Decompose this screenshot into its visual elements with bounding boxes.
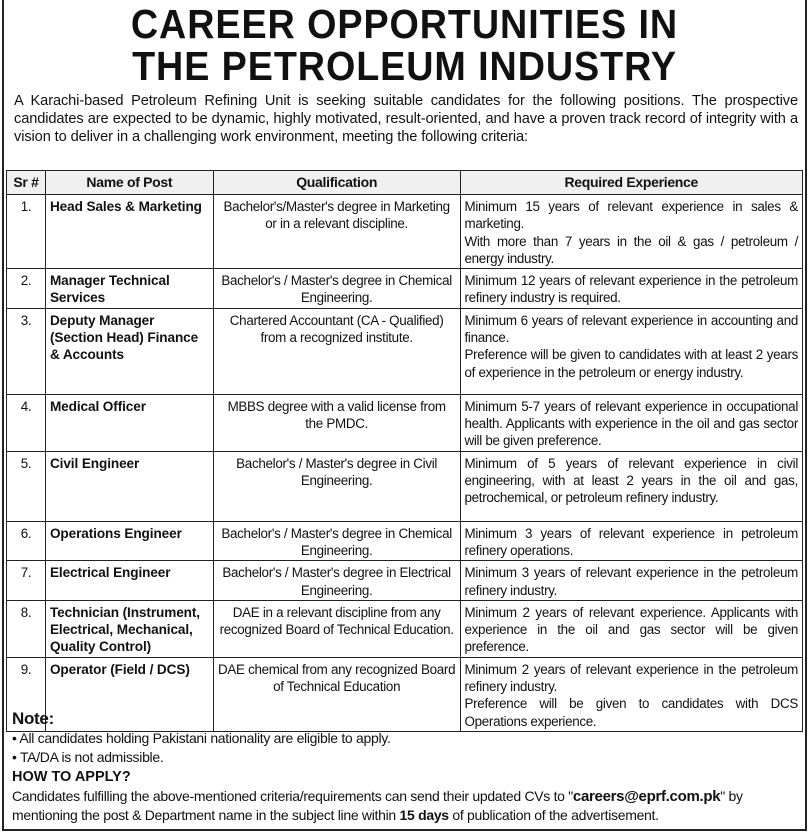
cell-experience: Minimum 6 years of relevant experience i… bbox=[459, 307, 803, 395]
cell-experience: Minimum 5-7 years of relevant experience… bbox=[459, 393, 803, 452]
cell-qualification: Bachelor's/Master's degree in Marketing … bbox=[212, 193, 461, 270]
cell-sr: 8. bbox=[6, 599, 46, 658]
table-row: 7. Electrical Engineer Bachelor's / Master… bbox=[6, 560, 803, 601]
experience-line: Minimum 15 years of relevant experience … bbox=[464, 199, 799, 232]
table-row: 3. Deputy Manager (Section Head) Finance … bbox=[6, 307, 803, 395]
cell-qualification: MBBS degree with a valid license from th… bbox=[212, 393, 461, 452]
experience-line: Preference will be given to candidates w… bbox=[464, 696, 799, 729]
header-post: Name of Post bbox=[44, 170, 214, 195]
experience-line: Minimum 12 years of relevant experience … bbox=[464, 273, 799, 306]
cell-experience: Minimum 3 years of relevant experience i… bbox=[459, 560, 803, 601]
title-line-1: CAREER OPPORTUNITIES IN bbox=[130, 1, 679, 47]
table-row: 5. Civil Engineer Bachelor's / Master's de… bbox=[6, 450, 803, 522]
cell-experience: Minimum 3 years of relevant experience i… bbox=[459, 520, 803, 562]
note-item: • TA/DA is not admissible. bbox=[12, 749, 164, 765]
title-line-2: THE PETROLEUM INDUSTRY bbox=[132, 43, 677, 89]
cell-post: Operator (Field / DCS) bbox=[44, 656, 214, 732]
cell-post: Deputy Manager (Section Head) Finance & … bbox=[44, 307, 214, 395]
cell-post: Head Sales & Marketing bbox=[44, 193, 214, 270]
positions-table: Sr # Name of Post Qualification Required Ex… bbox=[6, 170, 803, 732]
experience-line: Minimum 2 years of relevant experience. … bbox=[464, 604, 799, 655]
cell-experience: Minimum of 5 years of relevant experienc… bbox=[459, 450, 803, 522]
table-row: 1. Head Sales & Marketing Bachelor's/Maste… bbox=[6, 193, 803, 270]
experience-line: Minimum 6 years of relevant experience i… bbox=[464, 312, 799, 346]
cell-post: Medical Officer bbox=[44, 393, 214, 452]
cell-post: Operations Engineer bbox=[44, 520, 214, 562]
cell-qualification: Bachelor's / Master's degree in Chemical… bbox=[212, 268, 461, 309]
cell-experience: Minimum 12 years of relevant experience … bbox=[459, 268, 803, 309]
table-row: 9. Operator (Field / DCS) DAE chemical fro… bbox=[6, 656, 803, 732]
note-item: • All candidates holding Pakistani natio… bbox=[12, 730, 391, 746]
experience-line: Minimum 3 years of relevant experience i… bbox=[464, 525, 799, 558]
cell-experience: Minimum 15 years of relevant experience … bbox=[459, 193, 803, 270]
how-to-apply-text: Candidates fulfilling the above-mentione… bbox=[12, 788, 743, 823]
cell-post: Electrical Engineer bbox=[44, 560, 214, 601]
deadline: 15 days bbox=[399, 807, 450, 823]
cell-qualification: Bachelor's / Master's degree in Electric… bbox=[212, 560, 461, 601]
cell-experience: Minimum 2 years of relevant experience. … bbox=[459, 599, 803, 658]
cell-post: Technician (Instrument, Electrical, Mech… bbox=[44, 599, 214, 658]
cell-sr: 2. bbox=[6, 268, 46, 309]
how-to-apply-heading: HOW TO APPLY? bbox=[12, 769, 131, 785]
experience-line: Minimum 3 years of relevant experience i… bbox=[464, 565, 799, 598]
intro-paragraph: A Karachi-based Petroleum Refining Unit … bbox=[14, 93, 798, 145]
experience-line: Minimum 2 years of relevant experience i… bbox=[464, 661, 799, 695]
cell-qualification: DAE chemical from any recognized Board o… bbox=[212, 656, 461, 732]
cell-sr: 3. bbox=[6, 307, 46, 395]
cell-post: Civil Engineer bbox=[44, 450, 214, 522]
cell-sr: 5. bbox=[6, 450, 46, 522]
table-row: 8. Technician (Instrument, Electrical, Me… bbox=[6, 599, 803, 658]
cell-experience: Minimum 2 years of relevant experience i… bbox=[459, 656, 803, 732]
header-experience: Required Experience bbox=[459, 170, 803, 195]
cell-sr: 1. bbox=[6, 193, 46, 270]
notes-section: Note: • All candidates holding Pakistani… bbox=[12, 708, 802, 825]
table-row: 4. Medical Officer MBBS degree with a vali… bbox=[6, 393, 803, 452]
cell-qualification: DAE in a relevant discipline from any re… bbox=[212, 599, 461, 658]
cell-sr: 9. bbox=[6, 656, 46, 732]
experience-line: Minimum 5-7 years of relevant experience… bbox=[464, 398, 799, 449]
email-link[interactable]: careers@eprf.com.pk bbox=[572, 788, 721, 805]
header-qualification: Qualification bbox=[212, 170, 461, 195]
cell-sr: 7. bbox=[6, 560, 46, 601]
table-row: 6. Operations Engineer Bachelor's / Master… bbox=[6, 520, 803, 562]
experience-line: Preference will be given to candidates w… bbox=[464, 347, 799, 380]
cell-qualification: Bachelor's / Master's degree in Civil En… bbox=[212, 450, 461, 522]
experience-line: With more than 7 years in the oil & gas … bbox=[464, 233, 799, 266]
note-heading: Note: bbox=[12, 709, 54, 728]
cell-post: Manager Technical Services bbox=[44, 268, 214, 309]
header-sr: Sr # bbox=[6, 170, 46, 195]
cell-qualification: Bachelor's / Master's degree in Chemical… bbox=[212, 520, 461, 562]
cell-qualification: Chartered Accountant (CA - Qualified) fr… bbox=[212, 307, 461, 395]
table-row: 2. Manager Technical Services Bachelor's /… bbox=[6, 268, 803, 309]
cell-sr: 6. bbox=[6, 520, 46, 562]
experience-line: Minimum of 5 years of relevant experienc… bbox=[464, 455, 799, 506]
cell-sr: 4. bbox=[6, 393, 46, 452]
